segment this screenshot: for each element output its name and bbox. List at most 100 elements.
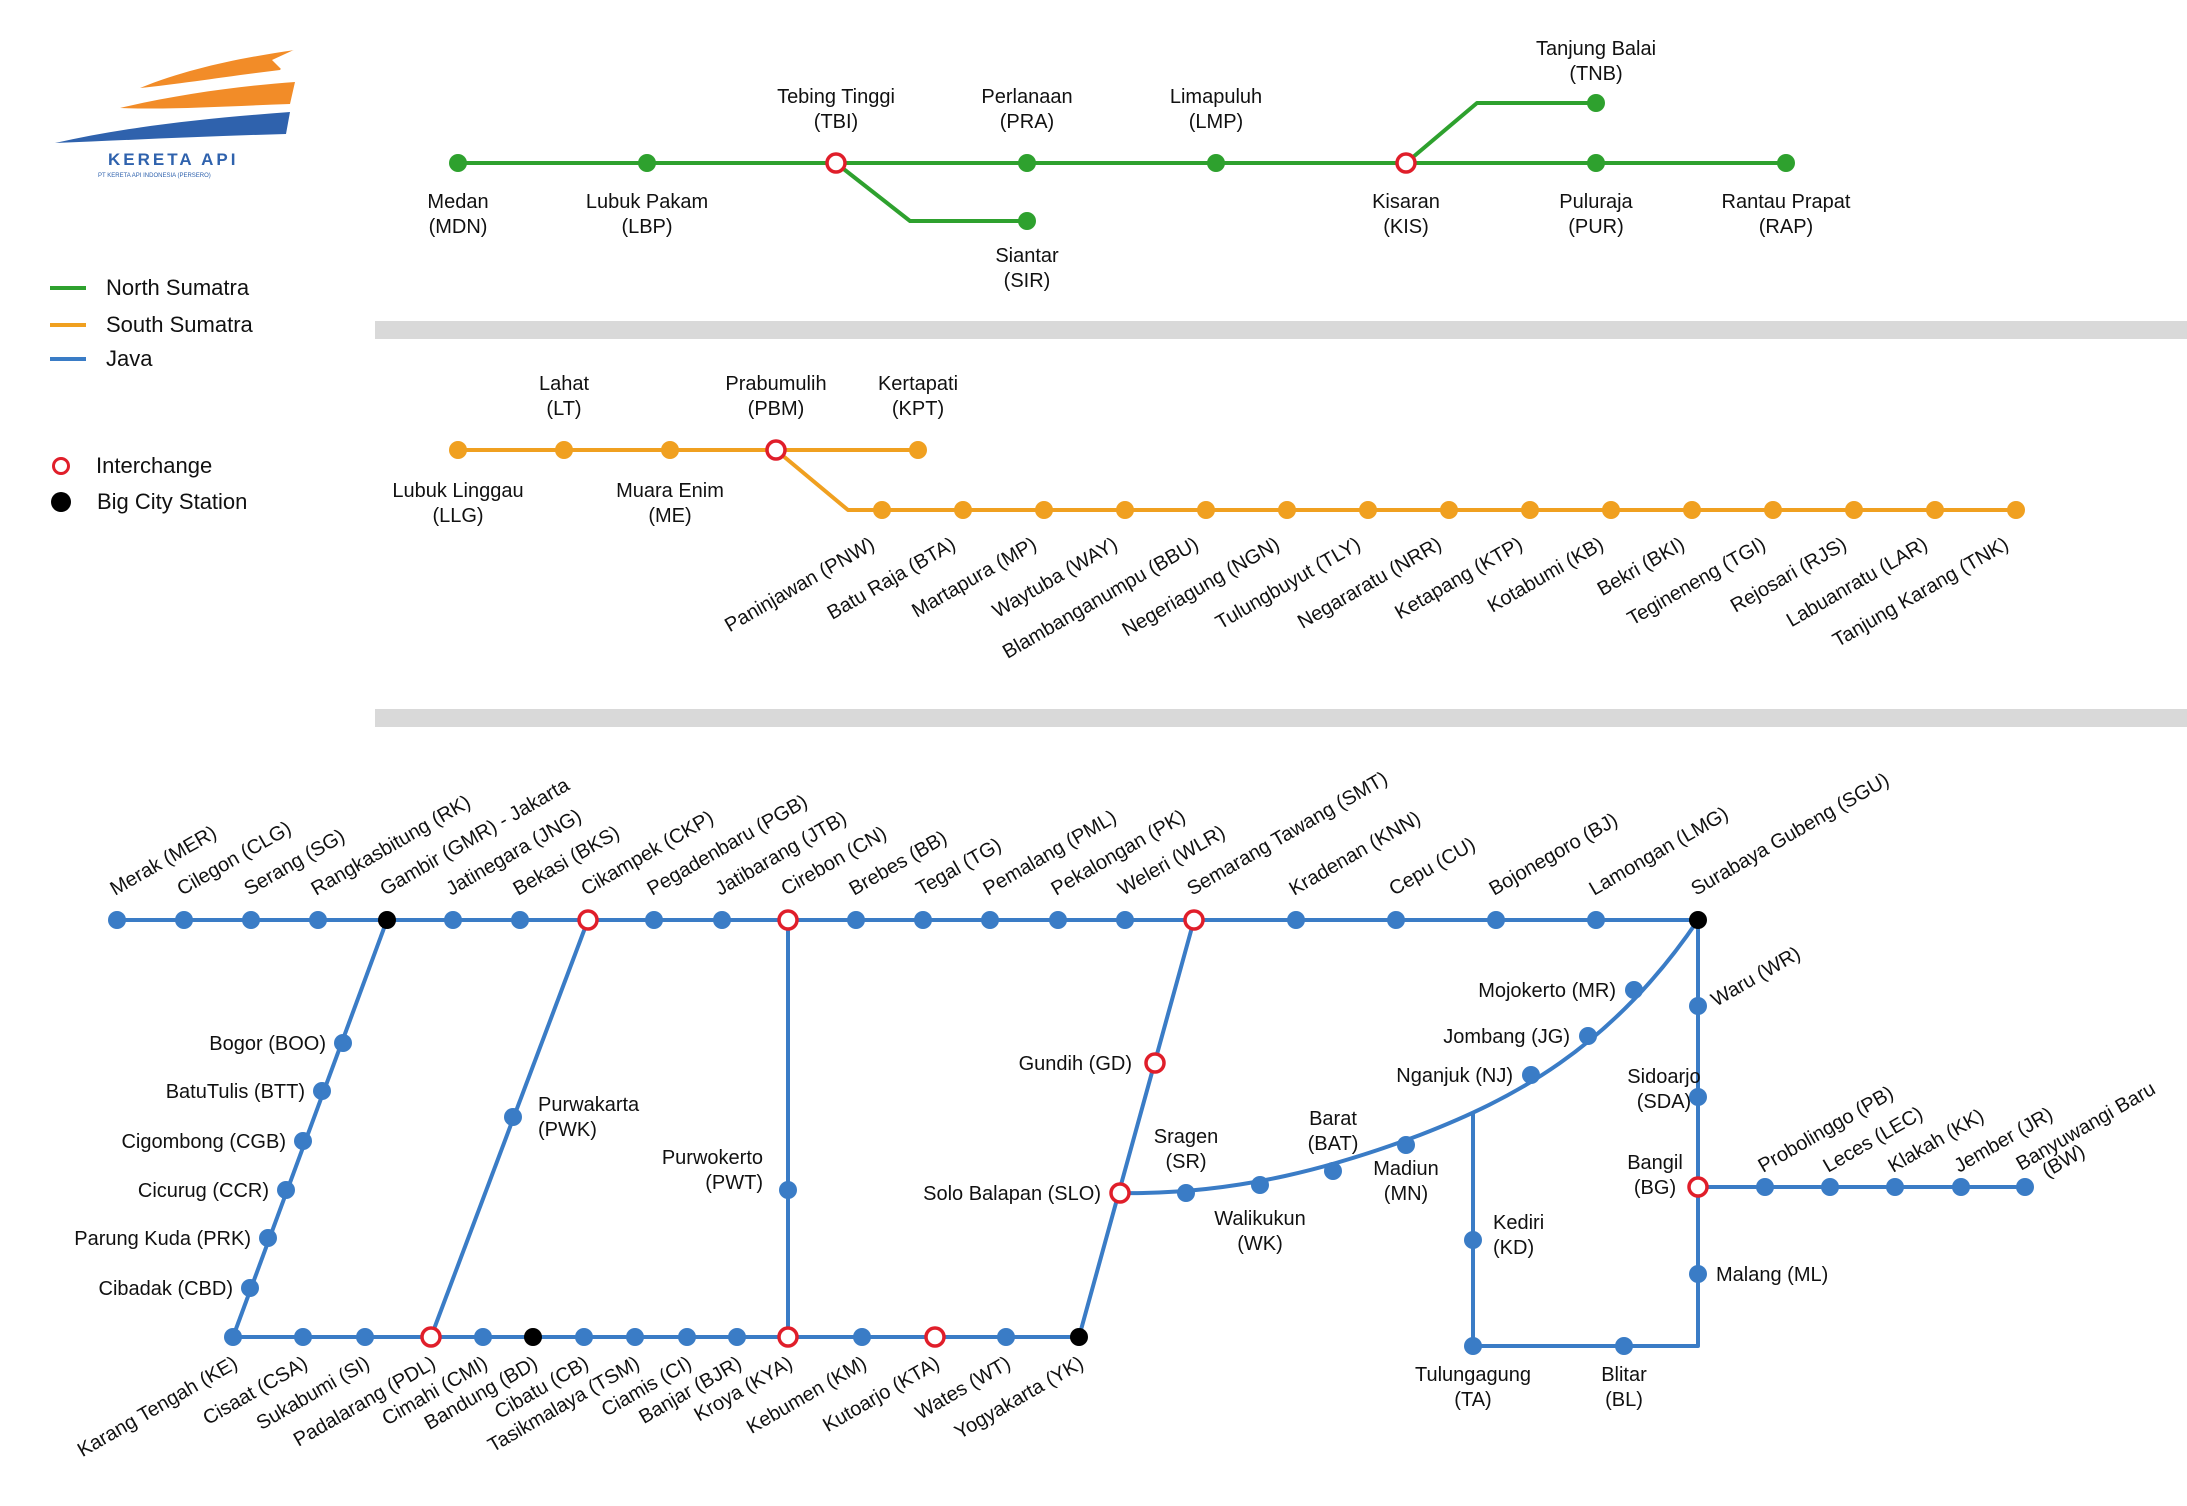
station-code-label: (PUR) xyxy=(1568,216,1624,238)
station-marker-sda xyxy=(1689,1088,1707,1106)
station-marker-merak-mer xyxy=(108,911,126,929)
station-name-label: Lubuk Pakam xyxy=(586,191,708,213)
station-name-label: Sragen xyxy=(1154,1126,1219,1148)
big-city-station-marker-yogyakarta-yk xyxy=(1070,1328,1088,1346)
station-marker-lamongan-lmg xyxy=(1587,911,1605,929)
station-name-label: Bangil xyxy=(1627,1152,1683,1174)
station-name-label: Siantar xyxy=(995,245,1059,267)
station-marker-cigombong-cgb xyxy=(294,1132,312,1150)
station-marker-sukabumi-si xyxy=(356,1328,374,1346)
big-city-station-marker-gambir-gmr-jakarta xyxy=(378,911,396,929)
legend-item-big-city: Big City Station xyxy=(50,488,247,516)
legend-item-interchange: Interchange xyxy=(50,452,212,480)
station-name-label: Prabumulih xyxy=(725,373,826,395)
station-marker-mdn xyxy=(449,154,467,172)
station-code-label: (KPT) xyxy=(892,398,944,420)
legend-item-south: South Sumatra xyxy=(50,311,253,339)
station-marker-lmp xyxy=(1207,154,1225,172)
station-code-label: (ME) xyxy=(648,505,691,527)
station-marker-bekri-bki xyxy=(1683,501,1701,519)
station-label: Negararatu (NRR) xyxy=(1294,533,1446,633)
station-code-label: (KIS) xyxy=(1383,216,1429,238)
interchange-station-marker-gundih-gd xyxy=(1144,1052,1166,1074)
station-code-label: (PRA) xyxy=(1000,111,1054,133)
station-code-label: (SIR) xyxy=(1004,270,1051,292)
station-name-label: Medan xyxy=(427,191,488,213)
interchange-station-marker-semarang-tawang-smt xyxy=(1183,909,1205,931)
station-marker-jatinegara-jng xyxy=(444,911,462,929)
station-marker-bw xyxy=(2016,1178,2034,1196)
station-marker-probolinggo-pb xyxy=(1756,1178,1774,1196)
station-marker-wates-wt xyxy=(997,1328,1015,1346)
station-marker-sir xyxy=(1018,212,1036,230)
station-marker-cicurug-ccr xyxy=(277,1181,295,1199)
station-code-label: (TA) xyxy=(1454,1389,1491,1411)
interchange-station-marker-cikampek-ckp xyxy=(577,909,599,931)
java-bogor-sukabumi-line xyxy=(231,919,389,1338)
station-label: Tegineneng (TGI) xyxy=(1624,533,1770,630)
interchange-station-marker-padalarang-pdl xyxy=(420,1326,442,1348)
station-code-label: (LMP) xyxy=(1189,111,1243,133)
station-name-label: Purwakarta xyxy=(538,1094,640,1116)
station-marker-ketapang-ktp xyxy=(1521,501,1539,519)
station-label: Cigombong (CGB) xyxy=(121,1131,286,1153)
station-markers xyxy=(108,94,2034,1355)
station-code-label: (MDN) xyxy=(429,216,488,238)
station-code-label: (SDA) xyxy=(1637,1091,1691,1113)
interchange-ring-icon xyxy=(52,457,70,475)
station-marker-pegadenbaru-pgb xyxy=(645,911,663,929)
logo-subtitle-text: PT KERETA API INDONESIA (PERSERO) xyxy=(98,173,211,179)
station-marker-kradenan-knn xyxy=(1287,911,1305,929)
station-name-label: Kisaran xyxy=(1372,191,1440,213)
station-label: Gundih (GD) xyxy=(1019,1053,1132,1075)
station-marker-cepu-cu xyxy=(1387,911,1405,929)
station-marker-pekalongan-pk xyxy=(1049,911,1067,929)
station-marker-pwt xyxy=(779,1181,797,1199)
station-name-label: Limapuluh xyxy=(1170,86,1262,108)
station-marker-llg xyxy=(449,441,467,459)
station-marker-tanjung-karang-tnk xyxy=(2007,501,2025,519)
java-line-swatch xyxy=(50,357,86,361)
station-marker-kebumen-km xyxy=(853,1328,871,1346)
java-solo-line xyxy=(1077,919,1196,1338)
legend-label: Interchange xyxy=(96,453,213,478)
station-label: Surabaya Gubeng (SGU) xyxy=(1688,769,1893,900)
station-label: Parung Kuda (PRK) xyxy=(74,1228,251,1250)
interchange-station-marker-solo-balapan-slo xyxy=(1109,1182,1131,1204)
station-label: Paninjawan (PNW) xyxy=(721,533,878,637)
interchange-station-marker-bg xyxy=(1687,1176,1709,1198)
divider-north-south xyxy=(375,321,2187,339)
station-marker-jatibarang-jtb xyxy=(713,911,731,929)
java-kediri-loop-line xyxy=(1471,920,1700,1348)
station-marker-serang-sg xyxy=(242,911,260,929)
station-label: Cilegon (CLG) xyxy=(174,817,296,900)
station-marker-kd xyxy=(1464,1231,1482,1249)
station-marker-paninjawan-pnw xyxy=(873,501,891,519)
station-marker-tulungbuyut-tly xyxy=(1359,501,1377,519)
station-marker-rejosari-rjs xyxy=(1845,501,1863,519)
station-name-label: Kertapati xyxy=(878,373,958,395)
station-marker-cibatu-cb xyxy=(575,1328,593,1346)
north-tanjung-balai-branch xyxy=(1404,101,1596,165)
station-marker-mn xyxy=(1397,1136,1415,1154)
north-line-swatch xyxy=(50,286,86,290)
legend: North Sumatra South Sumatra Java Interch… xyxy=(50,270,370,530)
station-marker-tnb xyxy=(1587,94,1605,112)
station-code-label: (SR) xyxy=(1165,1151,1206,1173)
station-marker-kpt xyxy=(909,441,927,459)
station-code-label: (LLG) xyxy=(432,505,483,527)
station-marker-cisaat-csa xyxy=(294,1328,312,1346)
logo-brand-text: KERETA API xyxy=(108,150,238,169)
station-name-label: Barat xyxy=(1309,1108,1357,1130)
java-madiun-surabaya-line xyxy=(1119,918,1700,1196)
interchange-station-marker-cirebon-cn xyxy=(777,909,799,931)
station-name-label: Lubuk Linggau xyxy=(392,480,523,502)
station-marker-ta xyxy=(1464,1337,1482,1355)
legend-label: Big City Station xyxy=(97,489,248,514)
interchange-station-marker-kis xyxy=(1395,152,1417,174)
station-marker-weleri-wlr xyxy=(1116,911,1134,929)
station-marker-tegineneng-tgi xyxy=(1764,501,1782,519)
java-purwakarta-line xyxy=(429,919,590,1338)
station-name-label: Perlanaan xyxy=(981,86,1072,108)
